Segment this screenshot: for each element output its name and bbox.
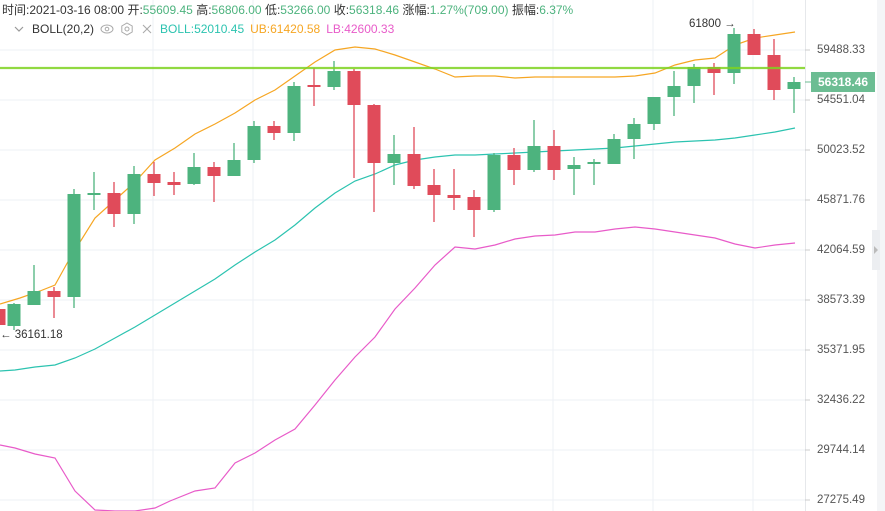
price-axis-label: 42064.59: [817, 244, 865, 256]
boll-lower-line: [0, 226, 796, 511]
candle-body: [47, 291, 61, 297]
candle-body: [247, 126, 261, 160]
current-price-tag: 56318.46: [811, 72, 875, 92]
candle-body: [587, 162, 601, 164]
price-axis-label: 32436.22: [817, 394, 865, 406]
chevron-down-icon[interactable]: [12, 22, 26, 36]
candle-body: [387, 154, 401, 163]
candle-body: [767, 55, 781, 90]
candle-body: [487, 155, 501, 210]
candle-body: [527, 146, 541, 170]
candle-body: [667, 86, 681, 97]
close-icon[interactable]: [140, 22, 154, 36]
candle-body: [727, 34, 741, 73]
candle-body: [347, 71, 361, 105]
candle-body: [307, 85, 321, 87]
candle-body: [7, 304, 21, 326]
change-label: 涨幅:: [402, 3, 430, 17]
price-axis-label: 45871.76: [817, 194, 865, 206]
low-value: 53266.00: [280, 3, 331, 17]
boll-mid-value: BOLL:52010.45: [160, 22, 245, 36]
candle-body: [147, 174, 161, 183]
candle-body: [367, 105, 381, 163]
amplitude-label: 振幅:: [511, 3, 540, 17]
high-value: 56806.00: [211, 3, 262, 17]
candle-body: [87, 193, 101, 195]
eye-icon[interactable]: [100, 22, 114, 36]
candle-body: [207, 167, 221, 176]
candle-body: [167, 182, 181, 185]
candle-body: [507, 155, 521, 170]
price-axis-label: 50023.52: [817, 144, 865, 156]
price-axis-label: 35371.95: [817, 344, 865, 356]
candle-body: [127, 174, 141, 214]
candle-body: [227, 160, 241, 176]
candle-body: [787, 82, 801, 89]
price-axis-label: 38573.39: [817, 294, 865, 306]
candle-body: [627, 124, 641, 139]
close-value: 56318.46: [349, 3, 400, 17]
price-axis-label: 27275.49: [817, 494, 865, 506]
settings-icon[interactable]: [120, 22, 134, 36]
candle-body: [447, 195, 461, 198]
candle-body: [107, 193, 121, 214]
candle-body: [327, 71, 341, 87]
high-label: 高:: [196, 3, 212, 17]
candle-body: [0, 309, 6, 325]
candle-body: [427, 185, 441, 195]
min-price-annotation: ← 36161.18: [0, 329, 63, 341]
candle-body: [547, 146, 561, 170]
candle-body: [267, 126, 281, 133]
close-label: 收:: [333, 3, 350, 17]
candle-body: [67, 194, 81, 297]
indicator-name: BOLL(20,2): [32, 22, 95, 36]
indicator-legend: BOLL(20,2) BOLL:52010.45 UB:61420.58 LB:…: [12, 21, 394, 37]
candle-body: [27, 291, 41, 305]
candle-body: [607, 139, 621, 164]
candle-body: [287, 86, 301, 133]
time-label: 时间:: [2, 3, 30, 17]
change-value: 1.27%(709.00): [429, 3, 509, 17]
boll-middle-line: [0, 127, 796, 372]
caret-right-icon: [874, 246, 878, 254]
amplitude-value: 6.37%: [539, 3, 574, 17]
boll-ub-value: UB:61420.58: [250, 22, 321, 36]
time-value: 2021-03-16 08:00: [29, 3, 125, 17]
candle-body: [747, 34, 761, 55]
candle-body: [187, 167, 201, 184]
candle-body: [567, 165, 581, 169]
right-panel-strip: [877, 0, 885, 511]
max-price-annotation: 61800 →: [689, 18, 736, 30]
collapse-panel-handle[interactable]: [872, 230, 880, 270]
candle-body: [647, 97, 661, 124]
price-axis-label: 59488.33: [817, 44, 865, 56]
price-axis-label: 54551.04: [817, 94, 865, 106]
boll-lb-value: LB:42600.33: [326, 22, 395, 36]
candle-body: [687, 67, 701, 86]
candle-body: [407, 154, 421, 186]
open-value: 55609.45: [142, 3, 193, 17]
price-axis-label: 29744.14: [817, 444, 865, 456]
ohlc-info-bar: 时间:2021-03-16 08:00 开:55609.45 高:56806.0…: [2, 2, 573, 18]
low-label: 低:: [264, 3, 281, 17]
boll-upper-line: [0, 31, 796, 305]
candle-body: [707, 67, 721, 73]
candle-body: [467, 197, 481, 210]
open-label: 开:: [127, 3, 143, 17]
